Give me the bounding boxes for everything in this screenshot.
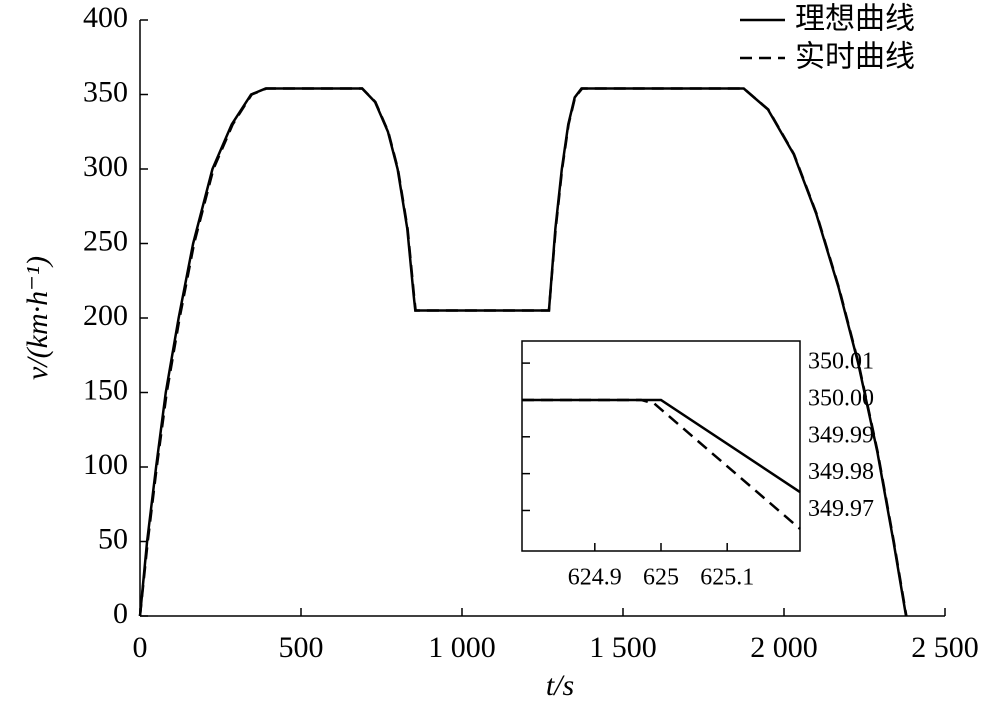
- y-tick-label: 400: [83, 1, 128, 34]
- y-axis-label: v/(km·h⁻¹): [21, 256, 54, 380]
- y-tick-label: 300: [83, 150, 128, 183]
- x-tick-label: 500: [279, 631, 324, 664]
- x-tick-label: 625: [643, 565, 679, 591]
- data-line: [522, 398, 801, 530]
- y-tick-label: 350.01: [808, 349, 874, 375]
- y-tick-label: 349.98: [808, 459, 874, 485]
- legend-label: 理想曲线: [795, 2, 915, 37]
- legend-label: 实时曲线: [795, 40, 915, 75]
- y-tick-label: 150: [83, 373, 128, 406]
- x-tick-label: 1 000: [428, 631, 496, 664]
- y-tick-label: 250: [83, 224, 128, 257]
- y-tick-label: 350.00: [808, 385, 874, 411]
- x-tick-label: 2 500: [911, 631, 979, 664]
- y-tick-label: 50: [98, 522, 128, 555]
- data-line: [138, 87, 908, 617]
- inset-frame: [521, 340, 801, 552]
- y-tick-label: 349.99: [808, 422, 874, 448]
- x-tick-label: 1 500: [589, 631, 657, 664]
- x-tick-label: 625.1: [700, 565, 754, 591]
- x-tick-label: 2 000: [750, 631, 818, 664]
- y-tick-label: 0: [113, 597, 128, 630]
- y-tick-label: 200: [83, 299, 128, 332]
- y-tick-label: 349.97: [808, 496, 874, 522]
- x-tick-label: 0: [133, 631, 148, 664]
- y-tick-label: 350: [83, 75, 128, 108]
- x-tick-label: 624.9: [568, 565, 622, 591]
- y-tick-label: 100: [83, 448, 128, 481]
- x-axis-label: t/s: [546, 669, 574, 702]
